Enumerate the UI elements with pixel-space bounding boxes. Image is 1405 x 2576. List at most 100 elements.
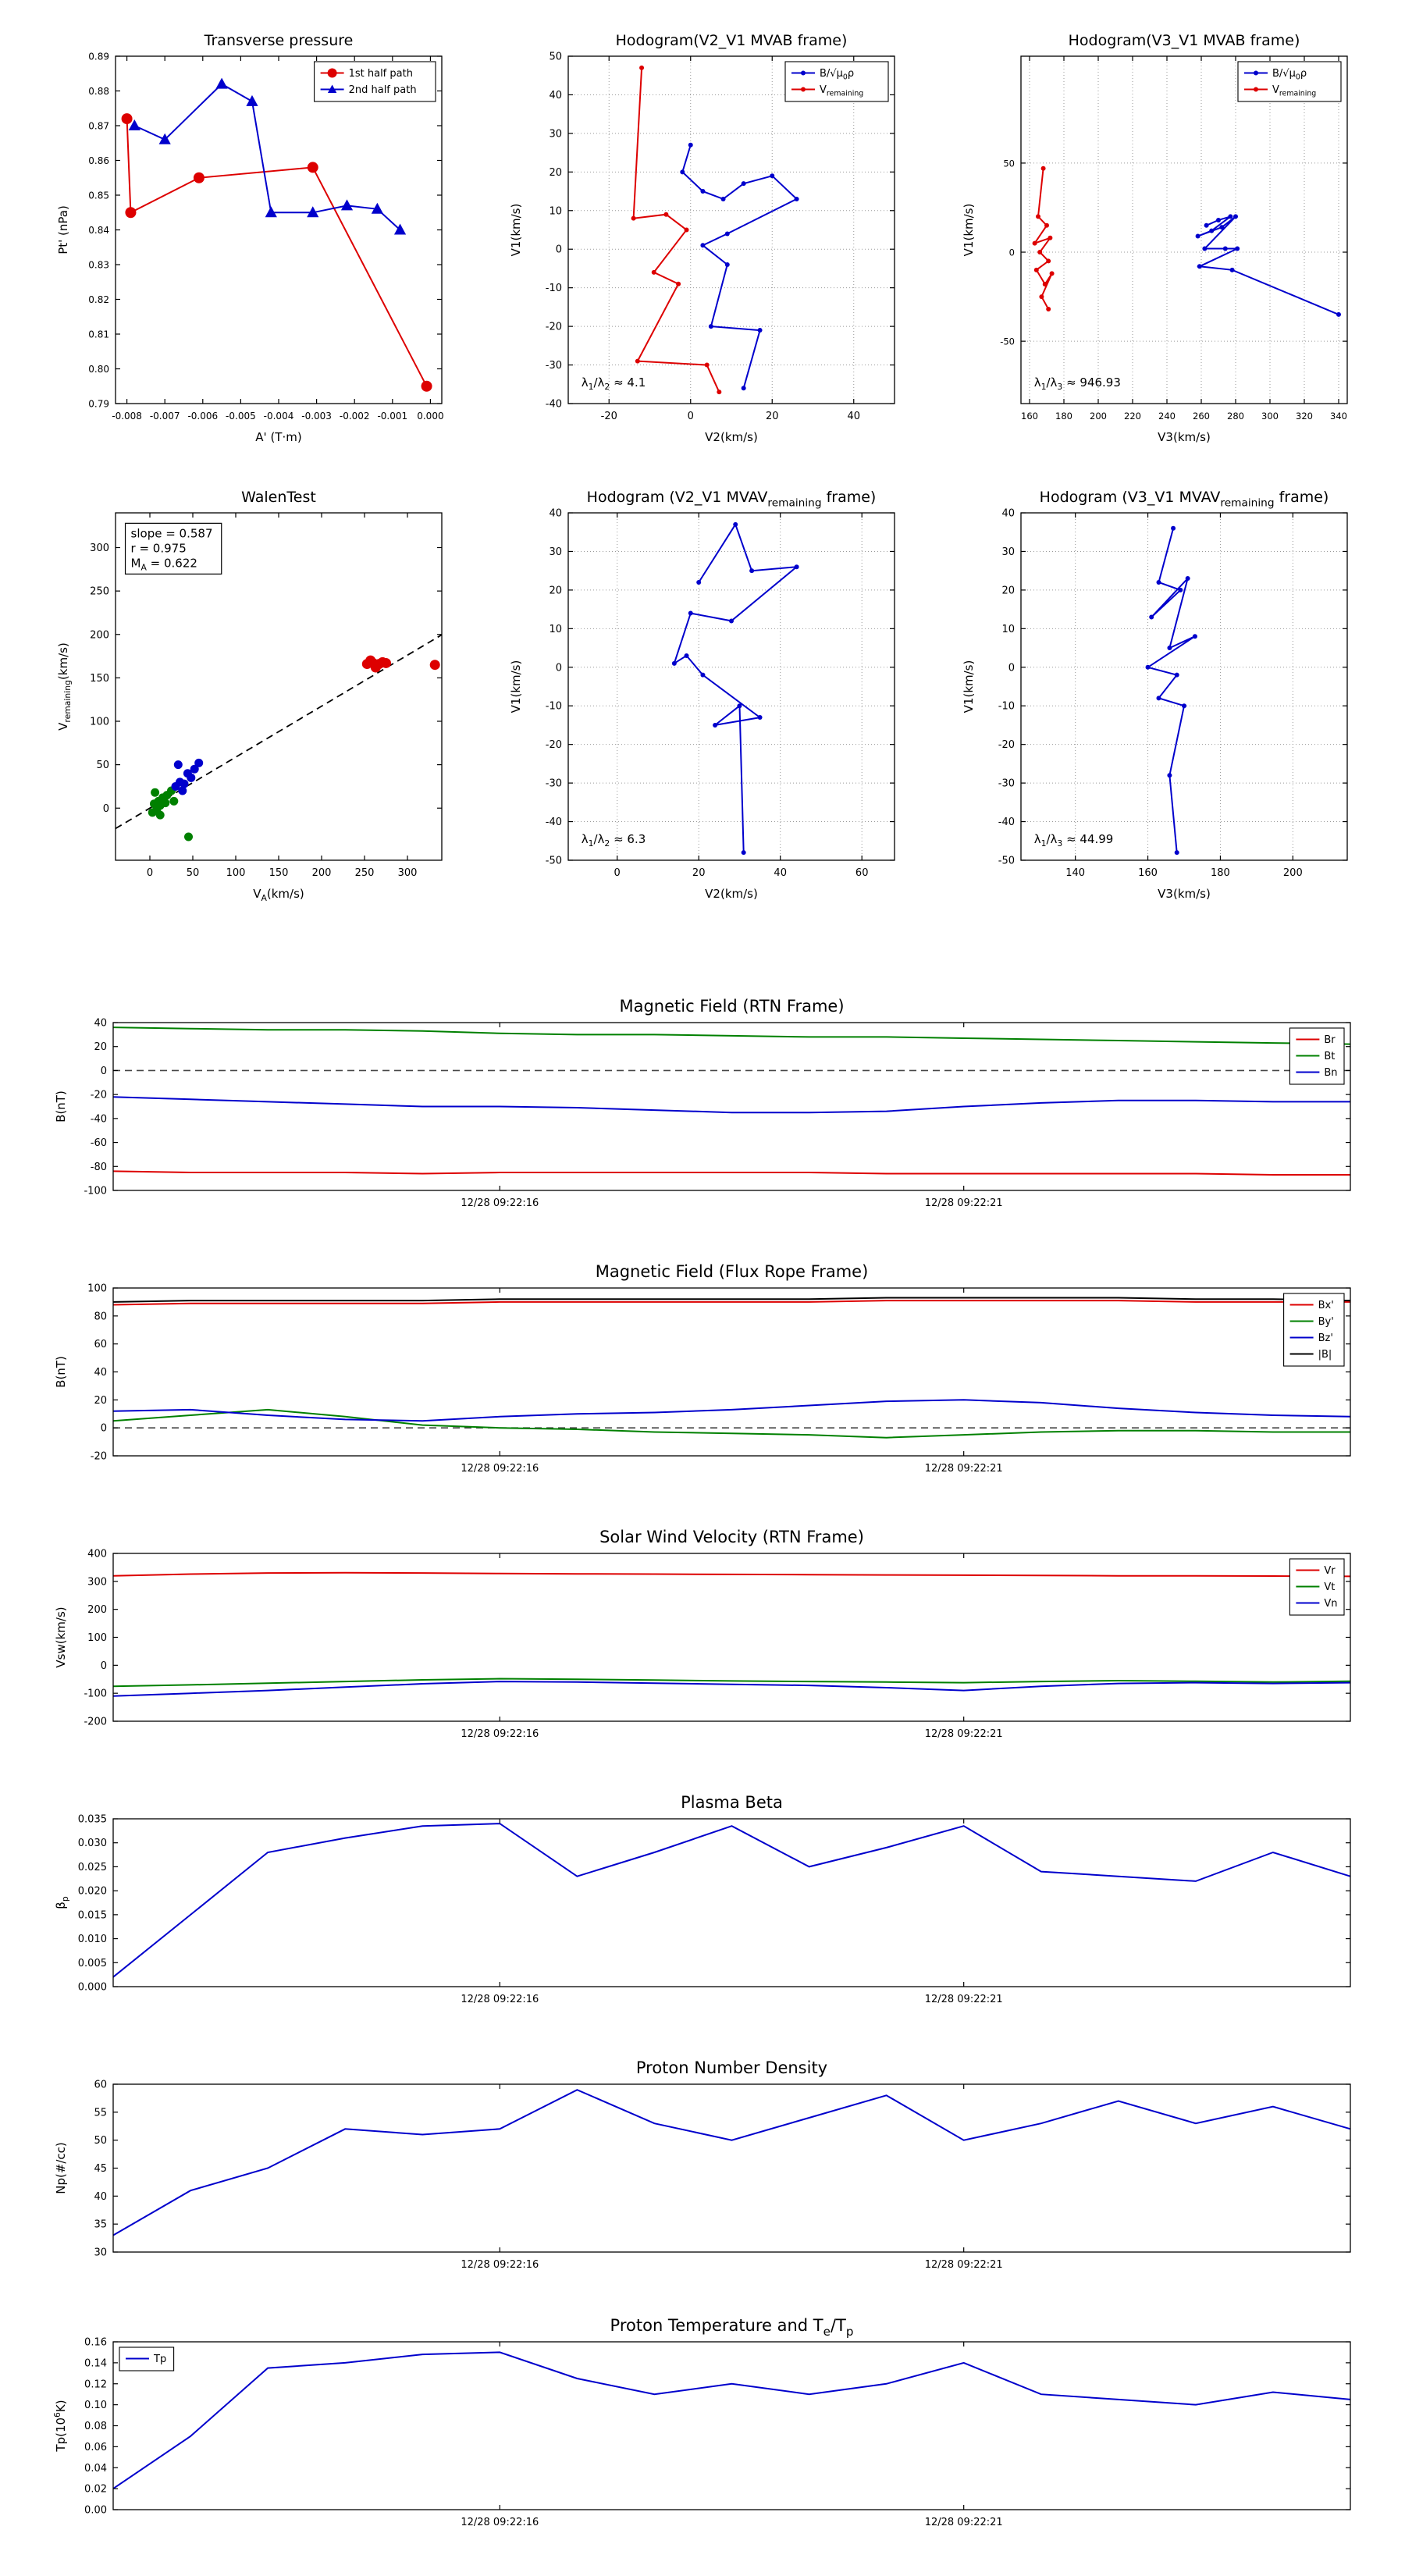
y-tick-label: -20: [91, 1090, 107, 1101]
axes-frame: [112, 1553, 1351, 1722]
x-tick-label: 0.000: [417, 411, 443, 422]
y-tick-label: -40: [546, 817, 562, 828]
series-Vremaining: [631, 65, 722, 395]
plot-area: [121, 77, 432, 392]
chart-proton-number-density: 12/28 09:22:16 12/28 09:22:21 30 35 40 45 50 55…: [39, 2049, 1366, 2291]
axes-frame: [112, 2341, 1351, 2510]
proton-temp-svg: 12/28 09:22:16 12/28 09:22:21 0.00 0.02 0.04…: [52, 2316, 1351, 2528]
y-tick-label: 150: [90, 673, 109, 685]
x-tick-label: 12/28 09:22:16: [461, 1197, 539, 1209]
y-axis-label: Np(#/cc): [54, 2142, 68, 2194]
y-tick-label: 30: [94, 2247, 107, 2259]
y-tick-label: -50: [546, 856, 562, 867]
y-tick-label: 20: [549, 585, 562, 596]
legend-box: [314, 61, 436, 102]
y-axis-label: V1(km/s): [509, 204, 523, 257]
annotation-text: λ1/λ3 ≈ 946.93: [1034, 375, 1121, 392]
x-tick-label: -0.004: [264, 411, 294, 422]
x-tick-label: 100: [226, 867, 246, 879]
y-tick-label: -30: [998, 778, 1015, 790]
axes-frame: [112, 1022, 1351, 1191]
x-tick-label: -20: [601, 411, 617, 422]
y-tick-label: 20: [94, 1395, 107, 1407]
y-tick-label: -30: [546, 360, 562, 372]
chart-title: Transverse pressure: [204, 32, 354, 49]
series-hodogram-v2v1-mvav: [671, 521, 799, 856]
axes-frame: [112, 2083, 1351, 2253]
chart-transverse-pressure: -0.008 -0.007 -0.006 -0.005 -0.004 -0.003 -0.0…: [47, 23, 453, 449]
y-tick-label: 0.85: [88, 190, 109, 201]
series-B/√μ0ρ: [680, 142, 799, 391]
x-tick-label: 60: [855, 867, 869, 879]
y-tick-label: -40: [998, 817, 1015, 828]
chart-title: Hodogram(V3_V1 MVAB frame): [1069, 32, 1300, 49]
y-tick-label: 40: [94, 2191, 107, 2203]
legend-label: |B|: [1318, 1349, 1332, 1361]
y-tick-label: 200: [90, 629, 109, 641]
series-Bt: [112, 1026, 1351, 1045]
y-tick-label: 40: [94, 1367, 107, 1379]
x-tick-label: 12/28 09:22:16: [461, 2259, 539, 2271]
annotation-text: λ1/λ2 ≈ 6.3: [582, 832, 646, 849]
y-axis-label: Vremaining(km/s): [56, 642, 73, 731]
x-tick-label: 260: [1193, 411, 1210, 422]
series-Vr: [112, 1571, 1351, 1578]
y-tick-label: -30: [546, 778, 562, 790]
plot-area: [112, 1571, 1351, 1697]
y-tick-label: 400: [87, 1549, 107, 1560]
axes-frame: [112, 1818, 1351, 1987]
x-tick-label: 140: [1065, 867, 1085, 879]
y-tick-label: 0.89: [88, 52, 109, 62]
plot-area: [112, 1026, 1351, 1176]
chart-title: Hodogram (V3_V1 MVAVremaining frame): [1040, 489, 1329, 509]
y-axis-label: Tp(106K): [52, 2400, 68, 2452]
y-tick-label: 100: [87, 1283, 107, 1295]
x-tick-label: 12/28 09:22:16: [461, 2517, 539, 2528]
chart-solar-wind-velocity: 12/28 09:22:16 12/28 09:22:21 -200 -100 0 100…: [39, 1518, 1366, 1760]
x-axis-label: V2(km/s): [705, 887, 758, 901]
y-tick-label: 250: [90, 586, 109, 598]
y-tick-label: 100: [87, 1632, 107, 1644]
axes-frame: [567, 55, 895, 404]
hodogram-v2v1-mvav-svg: 0 20 40 60 -50 -40 -30 -20 -10 0 10 20 30 40 Hodogram …: [509, 489, 895, 901]
y-tick-label: 0: [556, 662, 562, 674]
y-tick-label: 0.81: [88, 329, 109, 340]
y-tick-label: 100: [90, 717, 109, 728]
y-tick-label: 30: [549, 546, 562, 558]
plot-area: [1021, 512, 1347, 861]
y-tick-label: 10: [549, 205, 562, 217]
x-tick-label: 180: [1055, 411, 1072, 422]
y-tick-label: 0: [101, 1660, 107, 1672]
chart-magnetic-field-fluxrope: 12/28 09:22:16 12/28 09:22:21 -20 0 20 40 60 80…: [39, 1253, 1366, 1495]
y-axis-label: V1(km/s): [962, 660, 976, 713]
y-tick-label: 0.16: [84, 2337, 107, 2349]
series-proton-density: [112, 2089, 1351, 2236]
legend-label: Tp: [153, 2354, 166, 2365]
x-axis-label: VA(km/s): [253, 887, 304, 903]
chart-title: Plasma Beta: [681, 1793, 783, 1812]
x-tick-label: 40: [847, 411, 860, 422]
y-tick-label: 0.04: [84, 2463, 107, 2475]
y-tick-label: 0.010: [78, 1934, 107, 1945]
y-tick-label: 40: [94, 1018, 107, 1030]
y-tick-label: -200: [84, 1717, 107, 1728]
y-tick-label: 10: [1001, 624, 1015, 635]
series-Vt: [112, 1678, 1351, 1688]
x-tick-label: 200: [312, 867, 332, 879]
x-tick-label: 20: [766, 411, 779, 422]
x-tick-label: -0.003: [301, 411, 332, 422]
y-tick-label: 0.00: [84, 2505, 107, 2517]
y-tick-label: -10: [546, 701, 562, 713]
legend-label: Br: [1324, 1034, 1336, 1046]
axes-frame: [1020, 512, 1348, 861]
y-tick-label: 200: [87, 1604, 107, 1616]
y-tick-label: 30: [1001, 546, 1015, 558]
y-tick-label: 0.83: [88, 260, 109, 271]
y-tick-label: 30: [549, 128, 562, 140]
hodogram-v3v1-mvab-svg: 160 180 200 220 240 260 280 300 320 340 -50 0 50 Hodo…: [962, 32, 1348, 444]
x-tick-label: 12/28 09:22:16: [461, 1994, 539, 2005]
legend-label: B/√μ0ρ: [1272, 68, 1307, 82]
y-tick-label: 50: [94, 2135, 107, 2147]
y-tick-label: 50: [96, 760, 109, 771]
legend-label: Bn: [1324, 1067, 1337, 1079]
